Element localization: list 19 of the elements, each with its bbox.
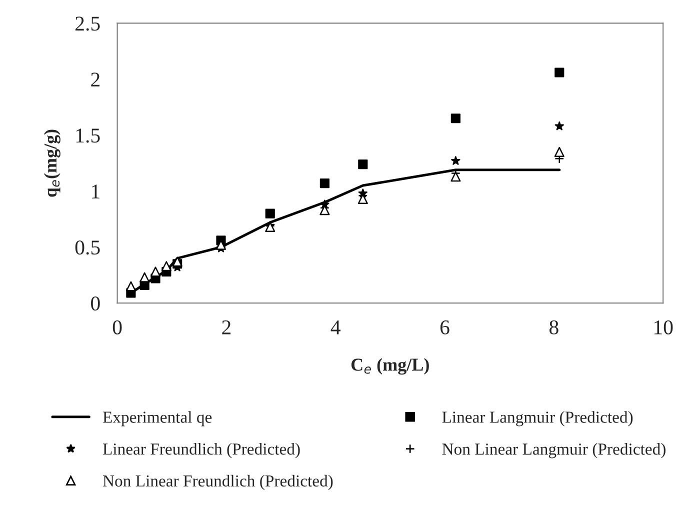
x-tick-label: 0 [112,320,122,334]
y-tick-label: 1 [92,184,100,198]
y-axis-title: q$_{e}$(mg/g) [44,130,60,197]
legend-label: Non Linear Freundlich (Predicted) [102,474,333,490]
x-axis-title: C$_{e}$ (mg/L) [351,358,429,375]
legend-label: Experimental qe [102,411,212,426]
legend-label: Non Linear Langmuir (Predicted) [442,443,666,458]
x-tick-label: 6 [440,320,450,334]
x-tick-label: 10 [654,320,673,334]
y-tick-label: 2.5 [76,16,100,31]
x-tick-label: 8 [550,320,558,334]
legend-label: Linear Langmuir (Predicted) [442,411,633,426]
y-tick-label: 0 [91,296,100,311]
y-tick-label: 0.5 [75,240,100,255]
x-tick-label: 2 [222,320,231,334]
legend-label: Linear Freundlich (Predicted) [102,442,300,458]
y-tick-label: 2 [91,72,100,86]
x-tick-label: 4 [330,320,340,334]
y-tick-label: 1.5 [76,128,100,143]
